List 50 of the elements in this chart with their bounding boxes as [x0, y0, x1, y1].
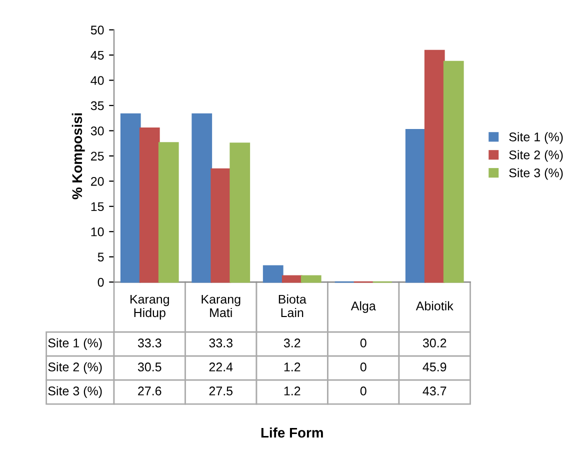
y-tick-label: 40	[90, 76, 104, 85]
x-tick-label: Biota Lain	[278, 294, 306, 318]
data-label: 0	[360, 338, 366, 348]
data-label: 22.4	[209, 362, 233, 372]
bar	[443, 60, 464, 283]
data-label: 0	[360, 386, 366, 396]
y-tick-label: 5	[98, 252, 104, 262]
data-label: 43.7	[422, 386, 446, 396]
y-tick-label: 0	[98, 278, 104, 287]
legend-label: Site 3 (%)	[509, 168, 563, 180]
data-label: 30.5	[138, 362, 162, 372]
data-label: 1.2	[284, 362, 300, 372]
bar	[139, 128, 160, 283]
y-axis-title: % Komposisi	[72, 113, 85, 200]
data-label: 27.5	[209, 386, 233, 396]
y-tick-label: 25	[91, 152, 104, 161]
bar	[120, 113, 141, 283]
y-tick-label: 30	[90, 126, 104, 136]
bar	[230, 142, 250, 283]
bar	[424, 50, 445, 283]
text: Life Form	[261, 427, 323, 438]
x-tick-label: Karang Hidup	[130, 294, 169, 320]
data-label: 0	[360, 362, 366, 372]
y-tick-label: 35	[90, 101, 104, 110]
bar	[405, 129, 426, 283]
legend-label: Site 2 (%)	[509, 150, 563, 162]
bar	[262, 265, 284, 283]
x-tick-label: Karang Mati	[202, 294, 240, 318]
y-tick-label: 15	[91, 202, 104, 212]
data-label: 33.3	[138, 338, 162, 348]
text: Site 2 (%)	[48, 362, 102, 374]
text: Site 3 (%)	[48, 386, 102, 398]
data-label: 45.9	[422, 362, 446, 372]
data-label: 27.6	[138, 386, 162, 396]
y-tick-label: 20	[91, 176, 104, 186]
text: Site 1 (%)	[48, 338, 102, 350]
y-tick-label: 45	[90, 50, 104, 60]
data-label: 30.2	[422, 338, 446, 348]
bar	[192, 113, 212, 283]
data-label: 1.2	[284, 386, 300, 396]
x-tick-label: Abiotik	[416, 301, 454, 310]
y-tick-label: 50	[90, 26, 104, 34]
data-label: 3.2	[284, 338, 300, 348]
x-tick-label: Alga	[350, 301, 376, 313]
bar	[210, 168, 232, 283]
data-label: 33.3	[209, 338, 232, 348]
bar	[300, 275, 322, 283]
bar	[158, 142, 179, 283]
y-tick-label: 10	[91, 227, 104, 236]
legend-label: Site 1 (%)	[509, 132, 563, 144]
